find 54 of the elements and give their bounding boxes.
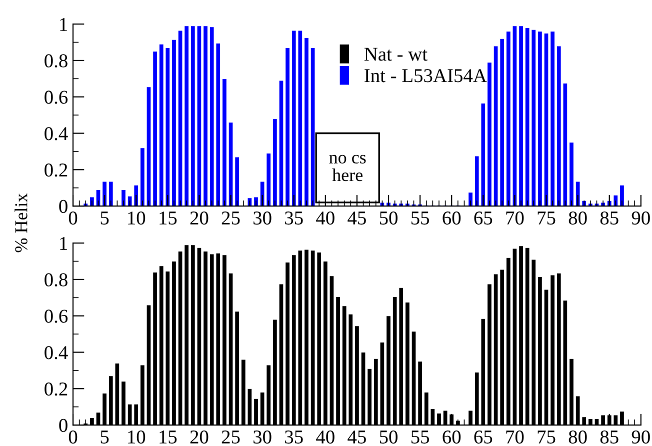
x-tick-label: 65 — [474, 430, 492, 444]
y-tick-label: 0.2 — [44, 382, 68, 396]
x-tick-label: 15 — [160, 430, 177, 444]
y-tick-label: 0.6 — [44, 310, 68, 323]
x-tick-label: 5 — [100, 430, 109, 444]
y-tick-label: 0 — [59, 418, 68, 432]
x-tick-label: 20 — [190, 430, 208, 444]
x-tick-label: 25 — [222, 212, 240, 225]
y-tick-label: 0.8 — [44, 54, 68, 68]
x-tick-label: 0 — [68, 211, 78, 225]
x-tick-label: 25 — [222, 430, 240, 444]
y-tick-label: 1 — [60, 18, 67, 31]
y-tick-label: 0 — [59, 200, 68, 213]
x-tick-label: 50 — [380, 211, 398, 225]
x-tick-label: 20 — [190, 211, 208, 225]
y-tick-label: 0.4 — [44, 346, 68, 360]
x-tick-label: 5 — [100, 212, 109, 225]
x-tick-label: 30 — [254, 430, 272, 444]
x-tick-label: 50 — [380, 430, 398, 444]
x-tick-label: 60 — [442, 430, 461, 444]
x-tick-label: 55 — [411, 212, 430, 225]
x-tick-label: 60 — [442, 211, 461, 225]
x-tick-label: 40 — [316, 430, 334, 444]
x-tick-label: 65 — [474, 212, 492, 225]
y-tick-label: 1 — [60, 236, 67, 250]
x-tick-label: 55 — [411, 430, 430, 444]
x-tick-label: 45 — [348, 212, 366, 225]
x-tick-label: 90 — [632, 430, 650, 444]
x-tick-label: 75 — [538, 430, 556, 444]
x-tick-label: 10 — [128, 430, 146, 444]
x-tick-label: 80 — [568, 211, 587, 225]
x-tick-label: 35 — [285, 430, 303, 444]
x-tick-label: 70 — [506, 211, 524, 225]
x-tick-label: 75 — [538, 212, 556, 225]
y-tick-label: 0.4 — [44, 127, 68, 140]
x-tick-label: 85 — [600, 430, 618, 444]
y-tick-label: 0.6 — [44, 90, 68, 104]
y-tick-label: 0.8 — [44, 273, 68, 286]
annotation: no cs here — [329, 154, 366, 182]
x-tick-label: 30 — [254, 211, 272, 225]
legend-label: Nat - wt — [364, 48, 428, 61]
x-tick-label: 40 — [316, 211, 334, 225]
x-tick-label: 90 — [632, 211, 650, 225]
x-tick-label: 85 — [600, 211, 618, 225]
y-tick-label: 0.2 — [44, 163, 68, 177]
x-tick-label: 80 — [568, 430, 587, 444]
x-tick-label: 35 — [285, 212, 303, 225]
x-tick-label: 0 — [68, 430, 78, 444]
x-tick-label: 15 — [160, 212, 177, 225]
x-tick-label: 70 — [506, 430, 524, 444]
legend-label: Int - L53AI54A — [364, 69, 487, 82]
x-tick-label: 10 — [128, 211, 146, 225]
x-tick-label: 45 — [348, 430, 366, 444]
y-axis-title: % Helix — [14, 193, 28, 252]
